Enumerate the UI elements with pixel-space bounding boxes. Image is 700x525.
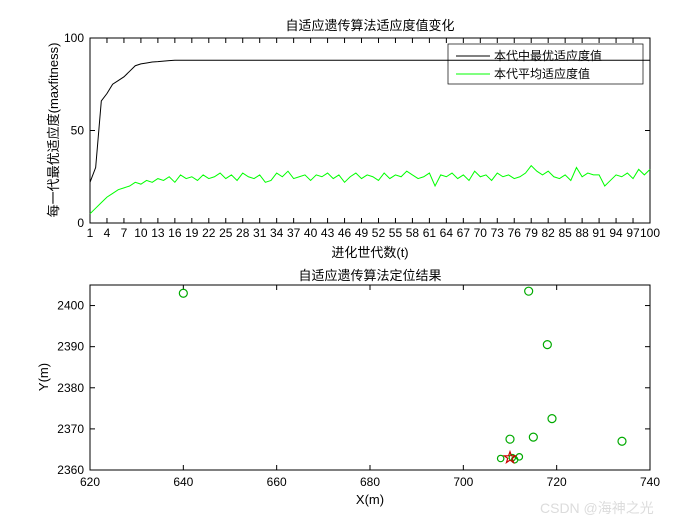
svg-text:73: 73 [491, 226, 505, 240]
svg-text:28: 28 [236, 226, 250, 240]
svg-text:37: 37 [287, 226, 301, 240]
svg-text:1: 1 [87, 226, 94, 240]
svg-text:94: 94 [609, 226, 623, 240]
svg-text:740: 740 [640, 475, 660, 489]
svg-text:2400: 2400 [57, 299, 84, 313]
svg-text:70: 70 [474, 226, 488, 240]
svg-text:10: 10 [134, 226, 148, 240]
bottom-chart-box [90, 285, 650, 470]
location-scatter-chart: 自适应遗传算法定位结果 23602370238023902400 6206406… [36, 268, 660, 507]
svg-text:88: 88 [575, 226, 589, 240]
svg-text:680: 680 [360, 475, 380, 489]
bottom-ylabel: Y(m) [36, 363, 51, 391]
svg-text:700: 700 [453, 475, 473, 489]
svg-text:19: 19 [185, 226, 199, 240]
svg-text:25: 25 [219, 226, 233, 240]
svg-text:46: 46 [338, 226, 352, 240]
svg-text:61: 61 [423, 226, 437, 240]
svg-text:79: 79 [525, 226, 539, 240]
svg-text:31: 31 [253, 226, 267, 240]
legend-item-0: 本代中最优适应度值 [494, 48, 602, 63]
svg-text:91: 91 [592, 226, 606, 240]
scatter-point [618, 437, 626, 445]
svg-text:4: 4 [104, 226, 111, 240]
top-chart-legend: 本代中最优适应度值 本代平均适应度值 [448, 44, 643, 84]
svg-text:97: 97 [626, 226, 640, 240]
svg-text:100: 100 [640, 226, 660, 240]
avg-fitness-line [90, 166, 650, 214]
svg-text:64: 64 [440, 226, 454, 240]
scatter-point [543, 341, 551, 349]
svg-text:2390: 2390 [57, 340, 84, 354]
svg-text:55: 55 [389, 226, 403, 240]
scatter-point [506, 435, 514, 443]
top-chart-title: 自适应遗传算法适应度值变化 [285, 18, 454, 33]
svg-text:2380: 2380 [57, 381, 84, 395]
svg-text:22: 22 [202, 226, 216, 240]
svg-text:16: 16 [168, 226, 182, 240]
svg-text:640: 640 [173, 475, 193, 489]
svg-text:720: 720 [547, 475, 567, 489]
scatter-point [529, 433, 537, 441]
top-xlabel: 进化世代数(t) [331, 245, 408, 260]
svg-text:43: 43 [321, 226, 335, 240]
scatter-points [179, 287, 626, 463]
svg-text:82: 82 [542, 226, 556, 240]
watermark-text: CSDN @海神之光 [540, 498, 654, 518]
svg-text:52: 52 [372, 226, 386, 240]
scatter-point [179, 289, 187, 297]
legend-item-1: 本代平均适应度值 [494, 66, 590, 81]
scatter-point [497, 455, 503, 461]
svg-text:67: 67 [457, 226, 471, 240]
svg-text:13: 13 [151, 226, 165, 240]
scatter-point [525, 287, 533, 295]
scatter-point [548, 415, 556, 423]
svg-text:100: 100 [64, 31, 84, 45]
bottom-chart-title: 自适应遗传算法定位结果 [298, 268, 441, 283]
svg-text:50: 50 [71, 124, 85, 138]
top-ylabel: 每一代最优适应度(maxfitness) [46, 43, 61, 218]
svg-text:620: 620 [80, 475, 100, 489]
svg-text:660: 660 [267, 475, 287, 489]
svg-text:2370: 2370 [57, 422, 84, 436]
svg-text:40: 40 [304, 226, 318, 240]
svg-text:49: 49 [355, 226, 369, 240]
svg-text:58: 58 [406, 226, 420, 240]
svg-text:85: 85 [558, 226, 572, 240]
bottom-xlabel: X(m) [356, 492, 384, 507]
top-chart-box [90, 38, 650, 223]
svg-text:76: 76 [508, 226, 522, 240]
svg-text:7: 7 [121, 226, 128, 240]
svg-text:34: 34 [270, 226, 284, 240]
fitness-line-chart: 自适应遗传算法适应度值变化 0 50 100 147 1013161922252831… [46, 18, 660, 260]
svg-text:0: 0 [77, 216, 84, 230]
